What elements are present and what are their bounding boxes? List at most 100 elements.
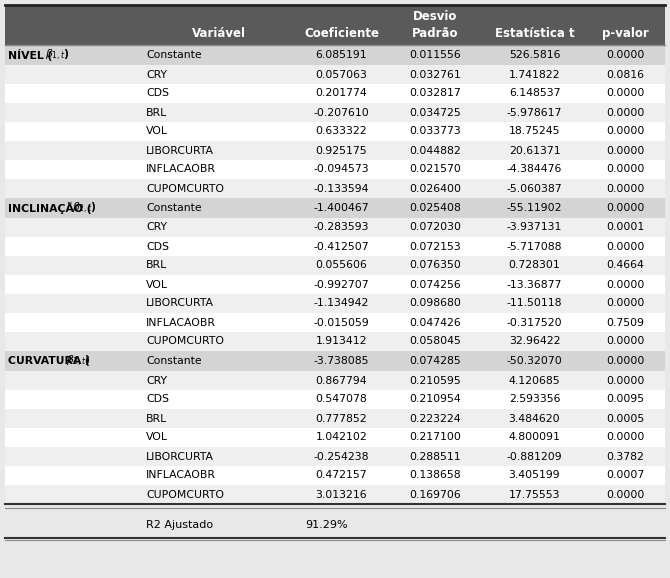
Text: 0.057063: 0.057063 [316, 69, 367, 80]
Bar [5, 351, 665, 371]
Text: VOL: VOL [146, 127, 168, 136]
Text: NÍVEL (: NÍVEL ( [8, 49, 52, 61]
Text: CRY: CRY [146, 69, 167, 80]
Text: 0.0095: 0.0095 [606, 395, 645, 405]
Text: 2.593356: 2.593356 [509, 395, 560, 405]
Text: BRL: BRL [146, 108, 168, 117]
Bar [5, 428, 665, 447]
Text: 0.0000: 0.0000 [606, 336, 645, 346]
Text: -0.881209: -0.881209 [507, 451, 562, 461]
Text: 0.021570: 0.021570 [409, 165, 462, 175]
Bar [5, 512, 665, 538]
Bar [5, 160, 665, 179]
Text: CDS: CDS [146, 88, 169, 98]
Text: 0.7509: 0.7509 [606, 317, 645, 328]
Text: 0.288511: 0.288511 [409, 451, 462, 461]
Text: Constante: Constante [146, 203, 202, 213]
Text: CUPOMCURTO: CUPOMCURTO [146, 336, 224, 346]
Text: 0.0000: 0.0000 [606, 183, 645, 194]
Text: CURVATURA (: CURVATURA ( [8, 356, 90, 366]
Text: -0.412507: -0.412507 [314, 242, 369, 251]
Text: 0.472157: 0.472157 [316, 470, 367, 480]
Text: 0.025408: 0.025408 [409, 203, 462, 213]
Text: Variável: Variável [192, 27, 245, 40]
Bar [5, 256, 665, 275]
Bar [5, 198, 665, 218]
Text: CDS: CDS [146, 395, 169, 405]
Text: 0.4664: 0.4664 [606, 261, 645, 271]
Text: LIBORCURTA: LIBORCURTA [146, 451, 214, 461]
Text: 0.867794: 0.867794 [316, 376, 367, 386]
Bar [5, 447, 665, 466]
Text: -13.36877: -13.36877 [507, 280, 562, 290]
Text: 0.3782: 0.3782 [606, 451, 645, 461]
Text: Desvio: Desvio [413, 10, 458, 24]
Text: LIBORCURTA: LIBORCURTA [146, 298, 214, 309]
Bar [5, 390, 665, 409]
Text: 0.0000: 0.0000 [606, 356, 645, 366]
Text: 0.026400: 0.026400 [409, 183, 462, 194]
Text: -0.317520: -0.317520 [507, 317, 562, 328]
Text: 0.098680: 0.098680 [409, 298, 462, 309]
Text: -0.094573: -0.094573 [314, 165, 369, 175]
Bar [5, 65, 665, 84]
Text: 0.033773: 0.033773 [409, 127, 462, 136]
Text: p-valor: p-valor [602, 27, 649, 40]
Text: 0.0000: 0.0000 [606, 242, 645, 251]
Text: 0.728301: 0.728301 [509, 261, 560, 271]
Text: -55.11902: -55.11902 [507, 203, 562, 213]
Text: 3.484620: 3.484620 [509, 413, 560, 424]
Bar [5, 294, 665, 313]
Text: 0.0000: 0.0000 [606, 50, 645, 60]
Bar [5, 103, 665, 122]
Text: 0.223224: 0.223224 [409, 413, 462, 424]
Text: 0.0000: 0.0000 [606, 127, 645, 136]
Bar [5, 45, 665, 65]
Text: 0.138658: 0.138658 [409, 470, 462, 480]
Text: 0.169706: 0.169706 [409, 490, 462, 499]
Text: 3.013216: 3.013216 [316, 490, 367, 499]
Text: 4.800091: 4.800091 [509, 432, 560, 443]
Text: 18.75245: 18.75245 [509, 127, 560, 136]
Text: INFLACAOBR: INFLACAOBR [146, 470, 216, 480]
Text: -4.384476: -4.384476 [507, 165, 562, 175]
Bar [5, 332, 665, 351]
Bar [5, 275, 665, 294]
Text: LIBORCURTA: LIBORCURTA [146, 146, 214, 155]
Bar [5, 466, 665, 485]
Text: -0.992707: -0.992707 [314, 280, 369, 290]
Text: CRY: CRY [146, 223, 167, 232]
Text: VOL: VOL [146, 432, 168, 443]
Text: 0.044882: 0.044882 [409, 146, 462, 155]
Text: R2 Ajustado: R2 Ajustado [146, 520, 213, 530]
Text: 0.210954: 0.210954 [409, 395, 462, 405]
Text: 0.0001: 0.0001 [606, 223, 645, 232]
Text: 0.0816: 0.0816 [606, 69, 645, 80]
Text: Constante: Constante [146, 50, 202, 60]
Text: INFLACAOBR: INFLACAOBR [146, 165, 216, 175]
Text: -1.400467: -1.400467 [314, 203, 369, 213]
Bar [5, 218, 665, 237]
Text: 0.0000: 0.0000 [606, 376, 645, 386]
Text: -1.134942: -1.134942 [314, 298, 369, 309]
Text: -0.254238: -0.254238 [314, 451, 369, 461]
Text: -0.283593: -0.283593 [314, 223, 369, 232]
Bar [5, 485, 665, 504]
Text: 0.074285: 0.074285 [409, 356, 462, 366]
Text: CUPOMCURTO: CUPOMCURTO [146, 490, 224, 499]
Text: 6.085191: 6.085191 [316, 50, 367, 60]
Text: 0.0005: 0.0005 [606, 413, 645, 424]
Text: 0.0000: 0.0000 [606, 203, 645, 213]
Text: 0.201774: 0.201774 [316, 88, 367, 98]
Text: 0.058045: 0.058045 [409, 336, 462, 346]
Text: -5.060387: -5.060387 [507, 183, 562, 194]
Text: 0.0000: 0.0000 [606, 298, 645, 309]
Text: 0.633322: 0.633322 [316, 127, 367, 136]
Bar [5, 371, 665, 390]
Bar [5, 313, 665, 332]
Text: 0.0000: 0.0000 [606, 146, 645, 155]
Text: 0.777852: 0.777852 [316, 413, 367, 424]
Text: 0.925175: 0.925175 [316, 146, 367, 155]
Text: 0.0000: 0.0000 [606, 88, 645, 98]
Text: 0.055606: 0.055606 [316, 261, 367, 271]
